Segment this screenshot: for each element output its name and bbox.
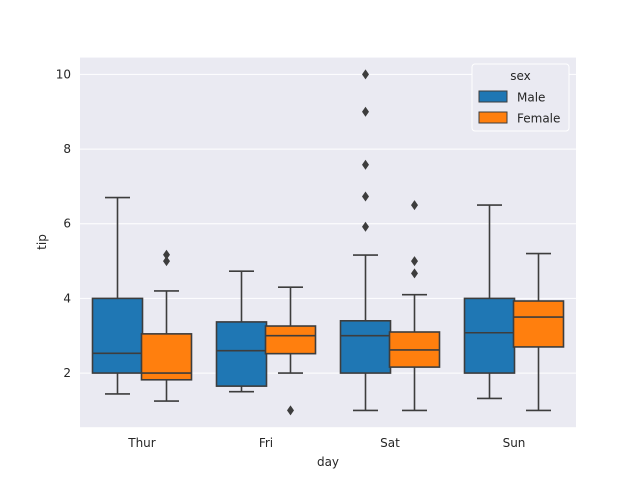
outlier-point <box>362 221 369 232</box>
outlier-point <box>362 69 369 80</box>
legend-title: sex <box>510 69 531 83</box>
box-iqr <box>463 297 516 374</box>
x-tick-labels: Thur Fri Sat Sun <box>127 436 525 450</box>
legend-label-female: Female <box>517 112 560 126</box>
outlier-point <box>411 268 418 279</box>
y-tick-labels: 2 4 6 8 10 <box>56 67 71 380</box>
box-female-fri <box>264 286 317 416</box>
outlier-point <box>163 256 170 267</box>
box-female-sat <box>388 200 441 412</box>
box-female-thur <box>140 249 193 402</box>
box-iqr <box>512 300 565 348</box>
legend: sex Male Female <box>471 63 570 132</box>
outlier-point <box>411 200 418 211</box>
y-tick-label: 6 <box>63 217 71 231</box>
legend-entries: Male Female <box>478 90 560 126</box>
outlier-point <box>362 191 369 202</box>
box-male-thur <box>91 196 144 395</box>
x-tick-label: Sun <box>503 436 526 450</box>
box-iqr <box>140 333 193 381</box>
y-axis-label: tip <box>35 234 49 250</box>
x-tick-label: Thur <box>127 436 156 450</box>
x-tick-label: Sat <box>380 436 400 450</box>
box-iqr <box>91 297 144 374</box>
legend-swatch-female <box>478 111 508 124</box>
outlier-point <box>287 405 294 416</box>
y-tick-label: 4 <box>63 291 71 305</box>
box-male-sun <box>463 204 516 400</box>
y-tick-label: 8 <box>63 142 71 156</box>
outlier-point <box>362 106 369 117</box>
boxes-layer <box>91 69 565 416</box>
outlier-point <box>411 256 418 267</box>
box-iqr <box>264 325 317 355</box>
box-male-sat <box>339 69 392 412</box>
x-tick-label: Fri <box>259 436 273 450</box>
box-iqr <box>215 321 268 387</box>
legend-label-male: Male <box>517 91 545 105</box>
legend-swatch-male <box>478 90 508 103</box>
x-axis-label: day <box>317 455 339 469</box>
y-tick-label: 10 <box>56 67 71 81</box>
outlier-point <box>362 159 369 170</box>
y-tick-label: 2 <box>63 366 71 380</box>
outlier-point <box>163 249 170 260</box>
box-male-fri <box>215 270 268 393</box>
box-iqr <box>339 319 392 374</box>
box-female-sun <box>512 252 565 412</box>
